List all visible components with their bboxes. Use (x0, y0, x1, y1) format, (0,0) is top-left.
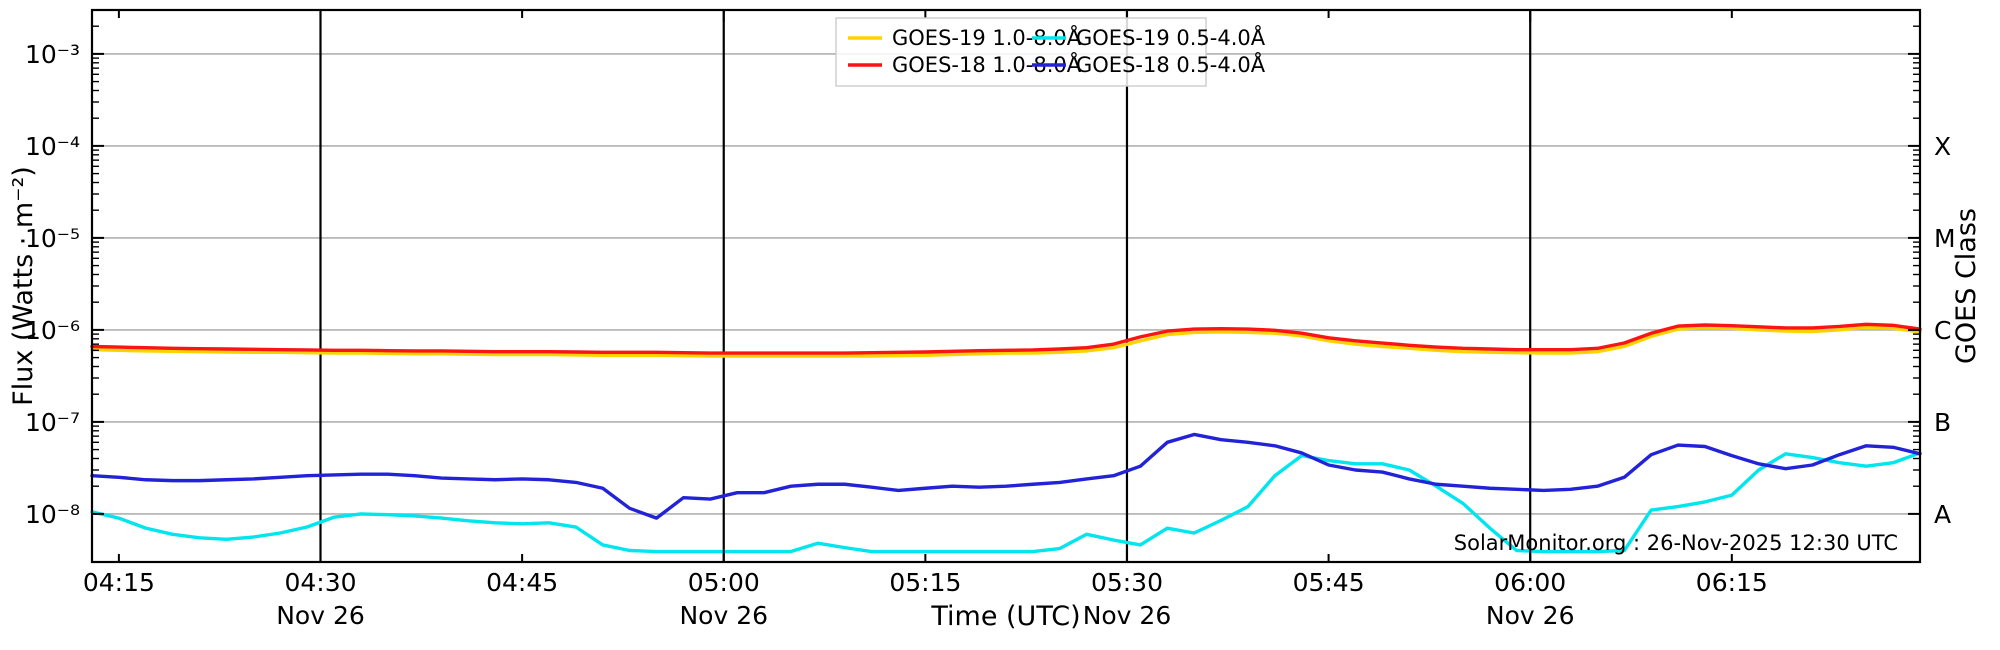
series-line-1 (90, 322, 1922, 355)
x-tick-label: 05:30 (1091, 568, 1163, 597)
goes-class-label: M (1934, 224, 1956, 253)
goes-class-label: A (1934, 500, 1951, 529)
series-line-2 (90, 451, 1922, 554)
y-tick-label: 10⁻⁸ (25, 500, 80, 529)
plot-frame (90, 8, 1922, 564)
x-axis-ticks (117, 10, 1733, 562)
x-tick-label: 05:45 (1293, 568, 1365, 597)
legend-label: GOES-18 0.5-4.0Å (1076, 51, 1266, 77)
x-axis-title: Time (UTC) (930, 601, 1080, 632)
x-tick-label: 05:15 (889, 568, 961, 597)
x-tick-label: 04:45 (486, 568, 558, 597)
x-tick-label: 06:15 (1696, 568, 1768, 597)
x-tick-date-label: Nov 26 (1083, 601, 1172, 630)
x-tick-date-label: Nov 26 (1486, 601, 1575, 630)
y-tick-label: 10⁻⁷ (25, 408, 80, 437)
series-lines (90, 322, 1922, 554)
y-tick-label: 10⁻⁶ (25, 316, 80, 345)
goes-class-tick-labels: X M C B A (1934, 132, 1956, 529)
gridlines (92, 53, 1920, 515)
legend-label: GOES-19 0.5-4.0Å (1076, 24, 1266, 50)
x-tick-label: 04:30 (284, 568, 356, 597)
right-axis-ticks (1908, 25, 1920, 515)
x-tick-label: 05:00 (688, 568, 760, 597)
y-axis-tick-labels: 10⁻³ 10⁻⁴ 10⁻⁵ 10⁻⁶ 10⁻⁷ 10⁻⁸ (25, 40, 80, 529)
series-line-3 (90, 432, 1922, 520)
source-annotation: SolarMonitor.org : 26-Nov-2025 12:30 UTC (1454, 531, 1898, 555)
y2-axis-title: GOES Class (1951, 208, 1982, 364)
x-tick-label: 06:00 (1494, 568, 1566, 597)
goes-class-label: C (1934, 316, 1951, 345)
goes-class-label: B (1934, 408, 1951, 437)
x-tick-label: 04:15 (83, 568, 155, 597)
y-axis-title: Flux (Watts · m⁻²) (8, 166, 39, 406)
legend-background (835, 17, 1207, 87)
x-tick-date-label: Nov 26 (679, 601, 768, 630)
series-line-0 (90, 325, 1922, 358)
goes-class-label: X (1934, 132, 1951, 161)
y-tick-label: 10⁻⁴ (25, 132, 80, 161)
x-tick-date-label: Nov 26 (276, 601, 365, 630)
y-tick-label: 10⁻⁵ (25, 224, 80, 253)
left-axis-ticks (92, 25, 104, 515)
axes-spines (90, 8, 1922, 564)
y-tick-label: 10⁻³ (25, 40, 80, 69)
x-axis-tick-labels: 04:15 04:30 Nov 26 04:45 05:00 Nov 26 05:15 05:… (83, 568, 1768, 630)
